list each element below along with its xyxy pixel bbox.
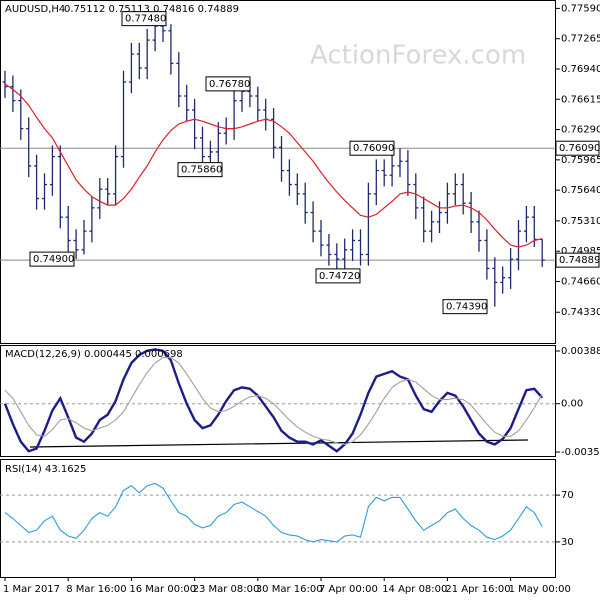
price-label-box [555, 252, 600, 268]
annotation-label: 0.76780 [209, 79, 250, 90]
y-tick-label: 0.77265 [561, 34, 600, 45]
annotation-box [349, 140, 395, 156]
x-tick-label: 23 Mar 08:00 [193, 584, 260, 595]
y-tick-label: 0.74330 [561, 307, 600, 318]
annotation-label: 0.76090 [353, 143, 394, 154]
y-tick-label: 0.77590 [561, 3, 600, 14]
series-line [4, 482, 543, 543]
annotation-box [121, 11, 167, 27]
price-label-box [555, 140, 600, 156]
y-tick-label: 0.76940 [561, 64, 600, 75]
series-line [3, 348, 544, 453]
y-tick-label: -0.003564 [561, 447, 600, 458]
annotation-box [177, 162, 223, 178]
price-label: 0.76090 [559, 143, 600, 154]
y-tick-label: 0.75965 [561, 155, 600, 166]
series-line [4, 357, 543, 445]
watermark: ActionForex.com [310, 41, 526, 71]
y-tick-label: 0.00 [561, 399, 583, 410]
x-tick-label: 1 Mar 2017 [3, 584, 60, 595]
annotation-label: 0.74900 [33, 254, 74, 265]
y-tick-label: 0.74985 [561, 246, 600, 257]
annotation-box [315, 268, 361, 284]
trendline [29, 439, 529, 448]
annotation-box [442, 299, 488, 315]
price-panel [0, 0, 556, 344]
x-tick-label: 30 Mar 16:00 [256, 584, 323, 595]
moving-average [4, 83, 543, 248]
x-tick-label: 16 Mar 00:00 [129, 584, 196, 595]
y-tick-label: 70 [561, 490, 574, 501]
y-tick-label: 0.74660 [561, 276, 600, 287]
y-tick-label: 0.76615 [561, 94, 600, 105]
chart-title: MACD(12,26,9) 0.000445 0.000698 [5, 349, 183, 360]
y-tick-label: 0.75310 [561, 216, 600, 227]
x-tick-label: 1 May 00:00 [509, 584, 571, 595]
rsi-panel [0, 459, 556, 578]
x-tick-label: 14 Apr 08:00 [382, 584, 447, 595]
annotation-label: 0.74720 [319, 271, 360, 282]
y-tick-label: 0.003888 [561, 346, 600, 357]
annotation-label: 0.74390 [446, 302, 487, 313]
chart-subtitle: 0.75112 0.75113 0.74816 0.74889 [64, 4, 239, 15]
y-tick-label: 0.75640 [561, 185, 600, 196]
y-tick-label: 0.76290 [561, 125, 600, 136]
annotation-label: 0.77480 [125, 14, 166, 25]
annotation-box [29, 251, 75, 267]
annotation-box [205, 76, 251, 92]
annotation-label: 0.75860 [181, 165, 222, 176]
chart-title: RSI(14) 43.1625 [5, 464, 86, 475]
chart-title: AUDUSD,H4 [5, 4, 65, 15]
x-tick-label: 21 Apr 16:00 [445, 584, 510, 595]
macd-panel [0, 345, 556, 457]
x-tick-label: 8 Mar 16:00 [66, 584, 126, 595]
x-tick-label: 7 Apr 00:00 [319, 584, 378, 595]
price-label: 0.74889 [559, 255, 600, 266]
y-tick-label: 30 [561, 537, 574, 548]
